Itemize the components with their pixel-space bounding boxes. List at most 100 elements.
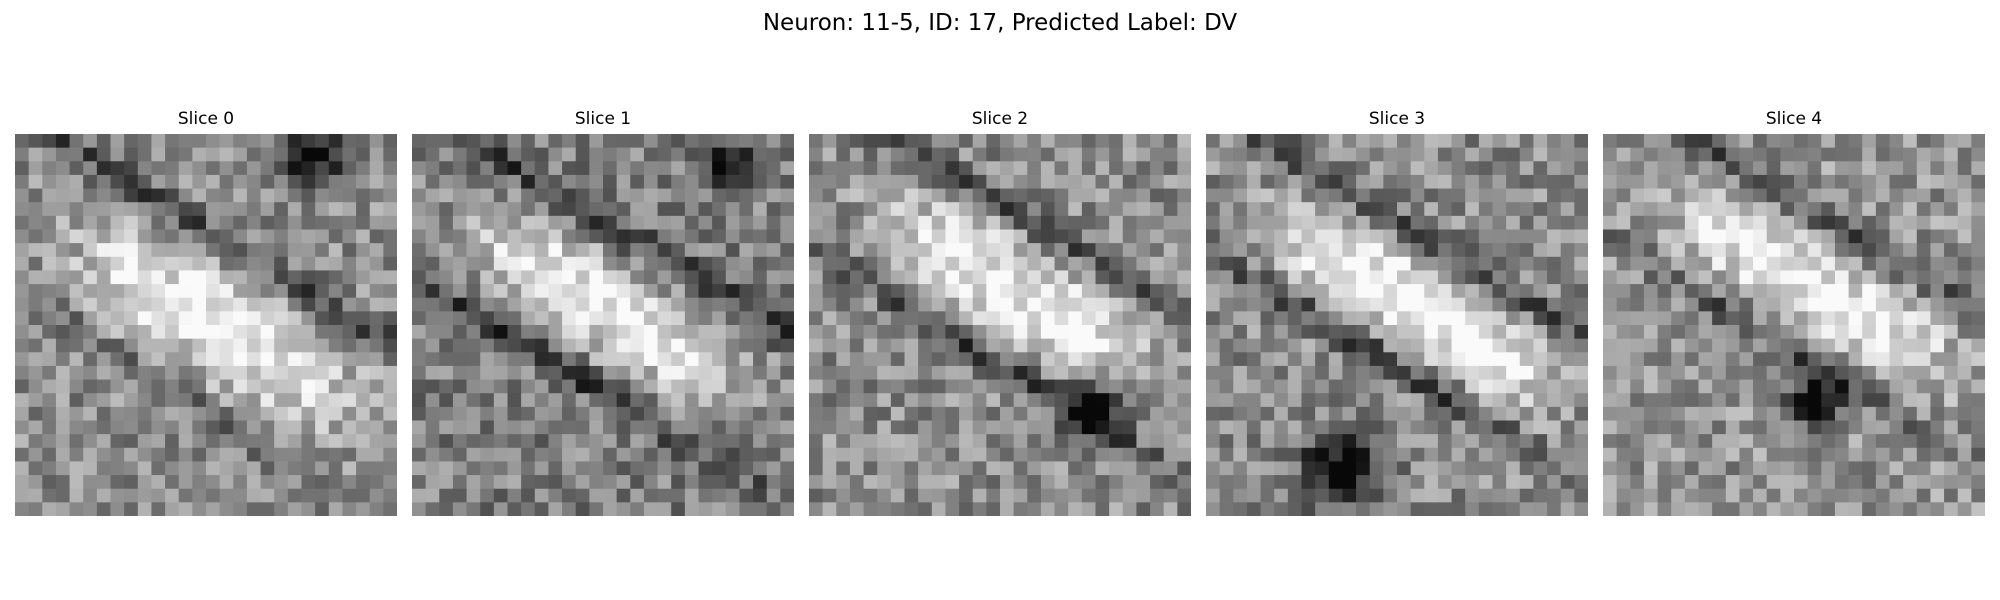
image-pixel [616, 325, 631, 340]
image-pixel [466, 147, 481, 162]
image-pixel [918, 188, 933, 203]
image-pixel [904, 229, 919, 244]
image-pixel [1671, 161, 1686, 176]
image-pixel [1916, 215, 1932, 231]
image-pixel [1725, 147, 1741, 162]
image-pixel [1807, 406, 1822, 422]
image-pixel [206, 365, 221, 381]
image-pixel [1315, 256, 1330, 272]
image-pixel [480, 134, 495, 149]
image-pixel [1766, 297, 1781, 312]
image-pixel [1451, 174, 1466, 190]
image-pixel [1630, 188, 1645, 203]
image-pixel [219, 352, 234, 367]
image-pixel [1506, 284, 1521, 299]
image-pixel [287, 475, 303, 490]
image-pixel [671, 434, 686, 449]
image-pixel [562, 406, 577, 422]
image-pixel [192, 420, 207, 435]
image-pixel [1383, 393, 1398, 408]
image-pixel [1233, 284, 1248, 299]
image-pixel [959, 406, 974, 422]
image-pixel [1560, 215, 1575, 231]
image-pixel [28, 488, 43, 503]
image-pixel [918, 297, 933, 312]
image-pixel [739, 379, 754, 394]
image-pixel [1753, 161, 1768, 176]
image-pixel [1437, 461, 1453, 476]
image-pixel [1328, 229, 1344, 244]
image-pixel [1478, 188, 1494, 203]
image-pixel [233, 134, 248, 149]
image-pixel [698, 161, 713, 176]
image-pixel [671, 256, 686, 272]
image-pixel [1287, 188, 1303, 203]
image-pixel [1574, 406, 1588, 422]
image-pixel [1506, 202, 1521, 217]
image-pixel [55, 215, 71, 231]
image-pixel [369, 174, 384, 190]
image-pixel [548, 379, 563, 394]
image-pixel [575, 461, 590, 476]
image-pixel [1122, 352, 1138, 367]
image-pixel [1451, 202, 1466, 217]
image-pixel [1957, 188, 1972, 203]
image-pixel [1821, 461, 1836, 476]
image-pixel [684, 161, 700, 176]
image-pixel [753, 188, 768, 203]
image-pixel [1356, 379, 1371, 394]
image-pixel [1657, 147, 1672, 162]
image-pixel [534, 284, 550, 299]
image-pixel [562, 461, 577, 476]
image-pixel [698, 174, 713, 190]
image-pixel [589, 406, 604, 422]
image-pixel [1903, 502, 1918, 516]
image-pixel [1821, 406, 1836, 422]
image-pixel [739, 406, 754, 422]
image-pixel [1369, 147, 1384, 162]
image-pixel [1698, 461, 1713, 476]
image-pixel [233, 338, 248, 353]
image-pixel [137, 311, 153, 326]
image-pixel [1465, 406, 1480, 422]
image-pixel [562, 243, 577, 258]
image-pixel [1684, 365, 1700, 381]
image-pixel [712, 406, 727, 422]
image-pixel [1109, 284, 1124, 299]
image-pixel [603, 393, 618, 408]
image-pixel [137, 338, 153, 353]
image-pixel [342, 174, 357, 190]
image-pixel [1930, 406, 1945, 422]
image-pixel [1246, 174, 1262, 190]
image-pixel [69, 174, 84, 190]
image-pixel [1054, 243, 1069, 258]
image-pixel [42, 502, 57, 516]
image-pixel [1739, 338, 1754, 353]
image-pixel [1150, 229, 1165, 244]
image-pixel [1780, 284, 1795, 299]
image-pixel [945, 202, 960, 217]
image-pixel [1725, 229, 1741, 244]
image-pixel [986, 284, 1001, 299]
image-pixel [1122, 229, 1138, 244]
image-pixel [219, 270, 234, 285]
image-pixel [1643, 256, 1659, 272]
image-pixel [684, 352, 700, 367]
image-pixel [1177, 188, 1191, 203]
image-pixel [1834, 202, 1850, 217]
image-pixel [260, 325, 275, 340]
image-pixel [904, 461, 919, 476]
image-pixel [822, 352, 837, 367]
slice-panel-4: Slice 4 [1603, 108, 1985, 516]
image-pixel [671, 243, 686, 258]
image-pixel [1410, 406, 1425, 422]
image-pixel [1603, 134, 1618, 149]
image-pixel [69, 161, 84, 176]
image-pixel [1424, 297, 1439, 312]
image-pixel [945, 311, 960, 326]
image-pixel [877, 461, 892, 476]
image-pixel [1834, 461, 1850, 476]
image-pixel [1657, 475, 1672, 490]
image-pixel [1671, 188, 1686, 203]
image-pixel [412, 215, 427, 231]
